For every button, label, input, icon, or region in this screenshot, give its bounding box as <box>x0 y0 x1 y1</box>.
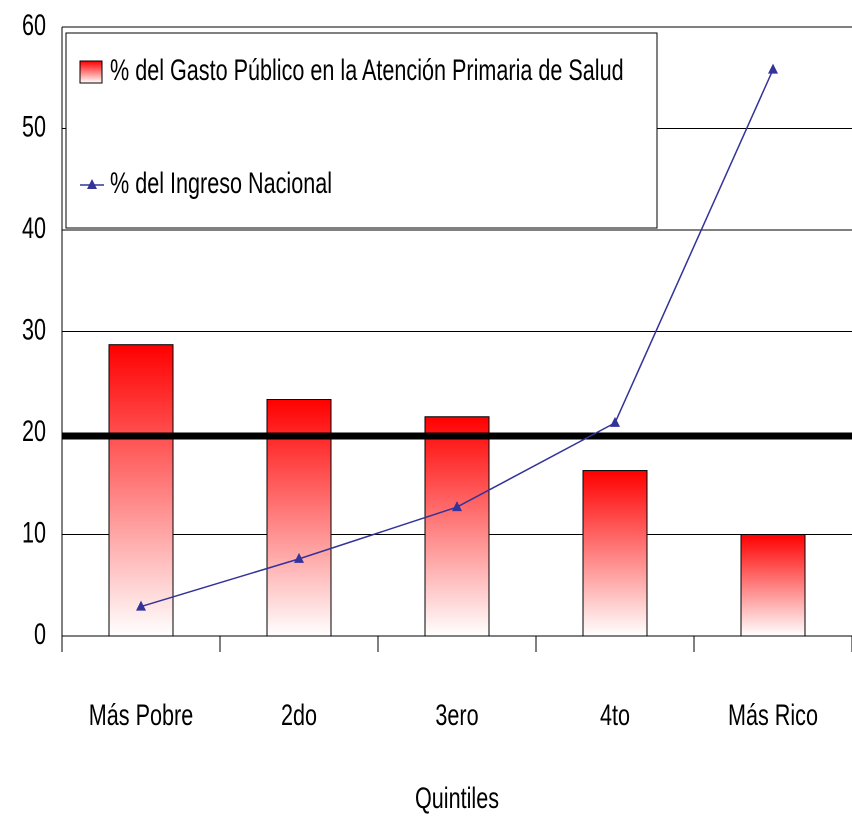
x-tick-label: 3ero <box>435 697 478 731</box>
x-tick-label: Más Pobre <box>89 697 193 731</box>
bar <box>424 416 490 637</box>
marker <box>610 416 620 427</box>
legend-label: % del Gasto Público en la Atención Prima… <box>110 52 624 86</box>
y-tick-label: 0 <box>34 616 46 650</box>
y-tick-label: 50 <box>22 109 46 143</box>
y-tick-label: 30 <box>22 312 46 346</box>
marker <box>452 501 462 512</box>
y-tick-label: 40 <box>22 210 46 244</box>
marker <box>768 63 778 74</box>
legend-marker <box>87 179 97 189</box>
marker <box>136 600 146 611</box>
bar <box>108 344 174 637</box>
x-tick-label: 4to <box>600 697 630 731</box>
legend-box <box>65 32 658 229</box>
marker <box>294 552 304 563</box>
legend-swatch <box>79 60 103 84</box>
y-tick-label: 10 <box>22 515 46 549</box>
y-tick-label: 20 <box>22 413 46 447</box>
x-axis-label: Quintiles <box>415 780 499 814</box>
y-tick-label: 60 <box>22 7 46 41</box>
bar <box>582 470 648 637</box>
bar <box>740 534 806 637</box>
x-tick-label: 2do <box>281 697 317 731</box>
legend-label: % del Ingreso Nacional <box>110 165 332 199</box>
x-tick-label: Más Rico <box>728 697 818 731</box>
